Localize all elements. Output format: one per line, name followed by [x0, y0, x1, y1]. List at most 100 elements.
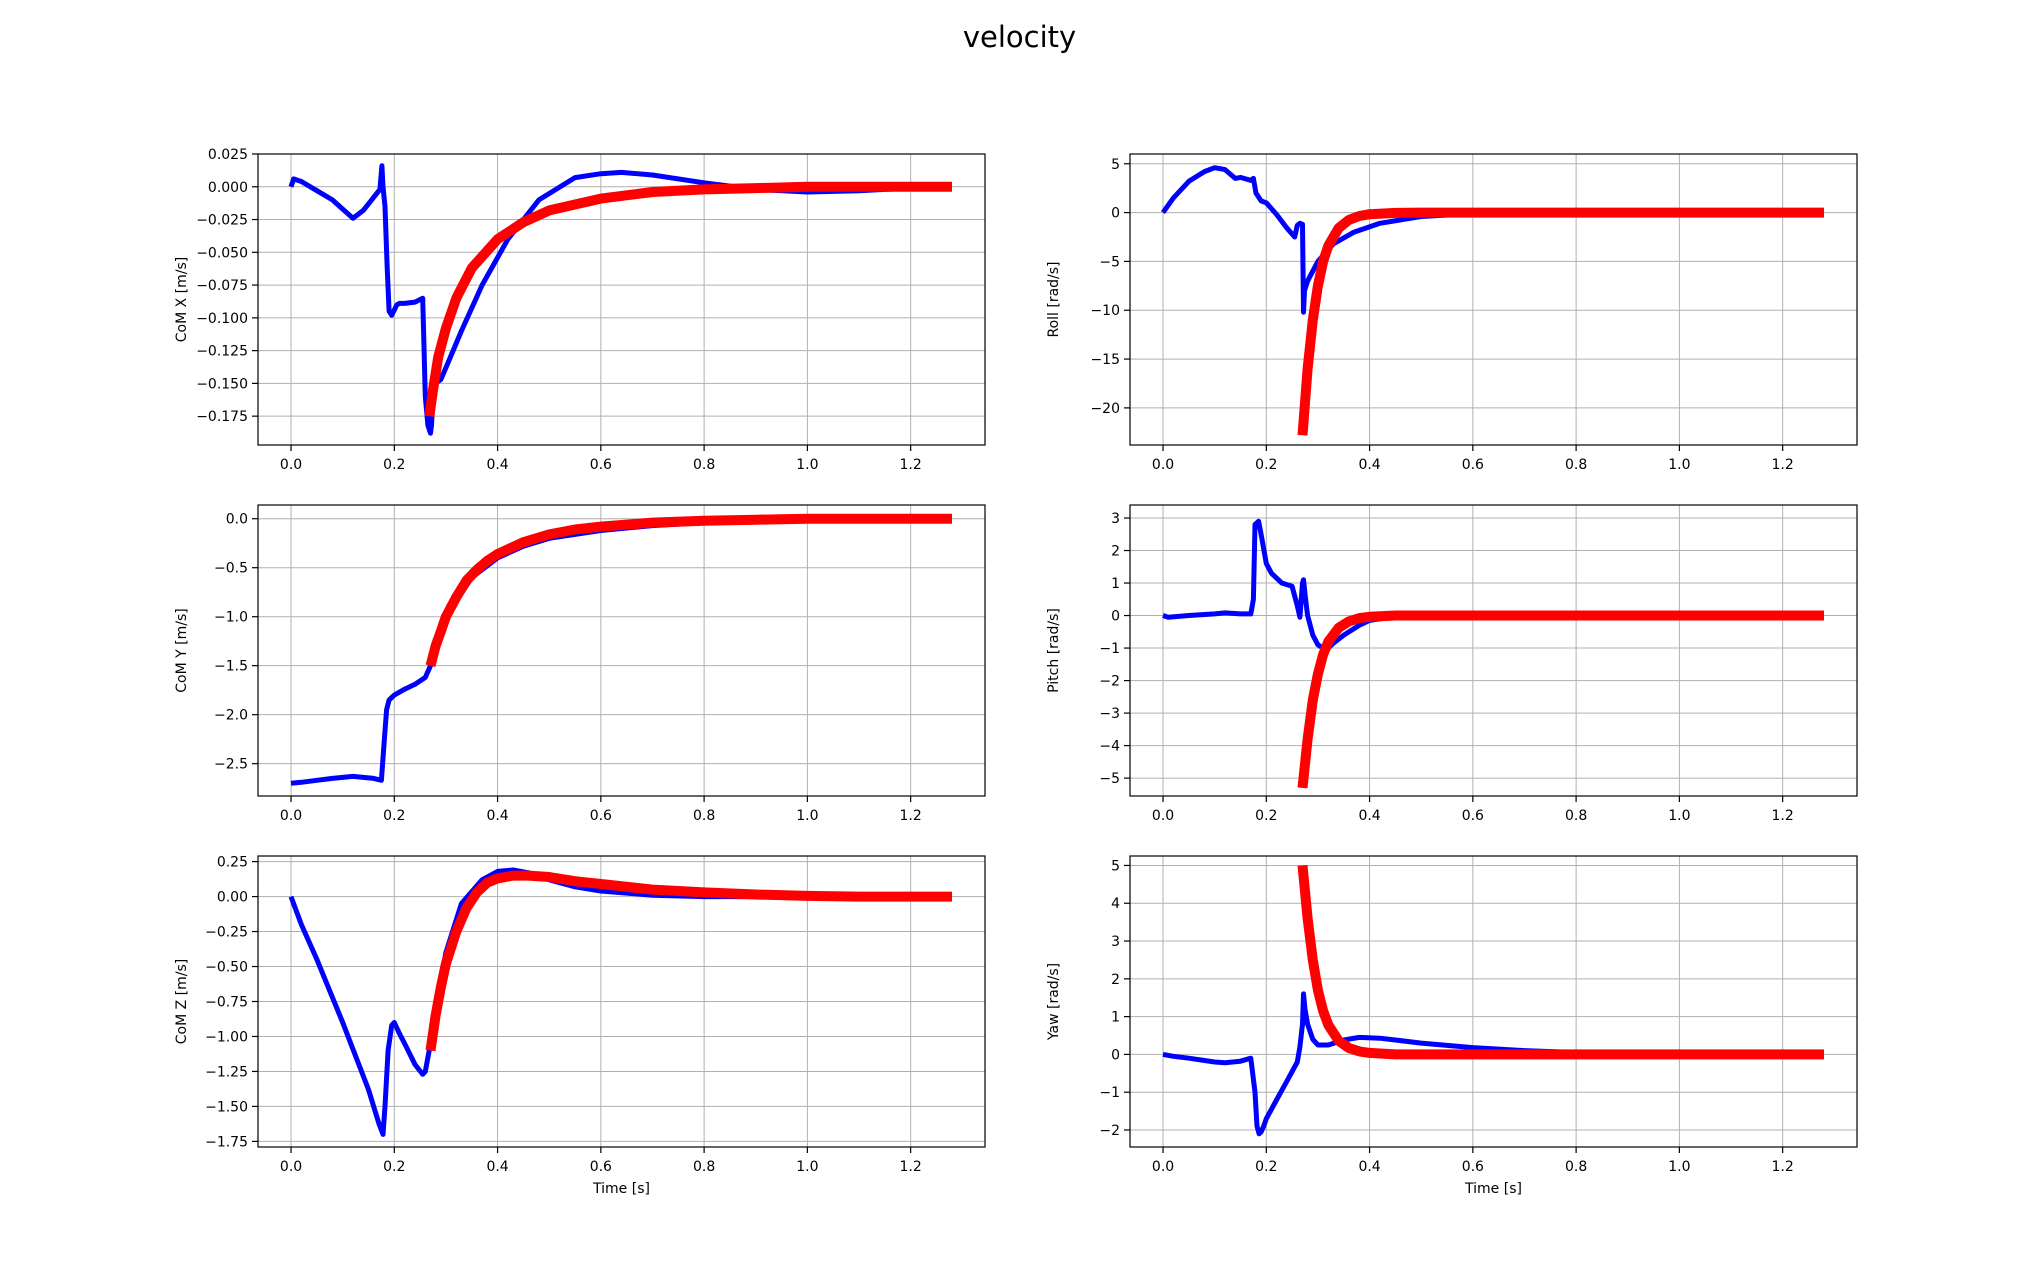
y-tick-label: −0.5 — [214, 561, 248, 577]
y-tick-label: 3 — [1111, 511, 1120, 527]
y-axis-label: CoM Y [m/s] — [174, 608, 190, 692]
measured-series-line — [1160, 165, 1824, 315]
y-tick-label: 0 — [1111, 1047, 1120, 1063]
y-tick-label: −0.100 — [196, 311, 248, 327]
figure-title: velocity — [962, 20, 1077, 54]
x-tick-label: 0.2 — [1255, 1159, 1277, 1175]
y-tick-label: −10 — [1090, 303, 1120, 319]
y-tick-label: −2 — [1099, 674, 1120, 690]
measured-series-line — [1162, 991, 1825, 1137]
reference-series-line — [424, 181, 952, 417]
x-tick-label: 0.8 — [693, 457, 715, 473]
y-tick-label: 1 — [1111, 576, 1120, 592]
x-tick-label: 0.8 — [693, 808, 715, 824]
y-axis-label: Yaw [rad/s] — [1046, 963, 1062, 1041]
y-tick-label: −2 — [1099, 1123, 1120, 1139]
x-tick-label: 0.2 — [383, 808, 405, 824]
x-tick-label: 0.4 — [486, 1159, 508, 1175]
axes-frame — [257, 153, 986, 446]
y-tick-label: −1 — [1099, 641, 1120, 657]
subplot-com-z: 0.0 0.2 0.4 0.6 0.8 1.0 1.2 0.25 0.00 −0.25 −0.50 −… — [174, 855, 986, 1197]
x-axis-label: Time [s] — [1464, 1181, 1522, 1197]
y-tick-label: −0.75 — [205, 995, 248, 1011]
x-tick-label: 0.2 — [1255, 457, 1277, 473]
x-tick-label: 1.0 — [796, 457, 818, 473]
x-tick-label: 1.2 — [900, 808, 922, 824]
y-tick-label: 0.00 — [217, 890, 248, 906]
x-tick-label: 1.0 — [1668, 457, 1690, 473]
y-tick-label: −0.050 — [196, 245, 248, 261]
x-tick-label: 0.6 — [590, 1159, 612, 1175]
y-tick-label: −4 — [1099, 739, 1120, 755]
x-tick-label: 0.2 — [383, 457, 405, 473]
axes-frame — [257, 504, 986, 797]
reference-series-line — [425, 513, 952, 667]
x-tick-label: 0.4 — [486, 808, 508, 824]
x-tick-label: 0.2 — [1255, 808, 1277, 824]
subplot-roll: 0.0 0.2 0.4 0.6 0.8 1.0 1.2 5 0 −5 −10 −15 −20 Roll [… — [1046, 153, 1858, 473]
subplot-pitch: 0.0 0.2 0.4 0.6 0.8 1.0 1.2 3 2 1 0 −1 −2 −3 −4 −5 Pitch… — [1046, 504, 1858, 824]
measured-series-line — [288, 867, 952, 1137]
y-tick-label: −1.0 — [214, 610, 248, 626]
axes-frame — [257, 855, 986, 1148]
y-tick-label: −0.075 — [196, 278, 248, 294]
y-tick-label: 5 — [1111, 858, 1120, 874]
x-tick-label: 0.2 — [383, 1159, 405, 1175]
y-tick-label: −1.00 — [205, 1029, 248, 1045]
x-tick-label: 1.0 — [796, 808, 818, 824]
x-tick-label: 0.8 — [693, 1159, 715, 1175]
x-tick-label: 1.0 — [1668, 1159, 1690, 1175]
subplot-com-x: 0.0 0.2 0.4 0.6 0.8 1.0 1.2 0.025 0.000 −0.025 −0.… — [174, 147, 986, 473]
x-tick-label: 0.0 — [280, 1159, 302, 1175]
x-tick-label: 0.8 — [1565, 808, 1587, 824]
reference-series-line — [1297, 207, 1824, 436]
y-axis-label: Pitch [rad/s] — [1046, 608, 1062, 693]
x-axis-label: Time [s] — [592, 1181, 650, 1197]
x-tick-label: 0.4 — [1358, 1159, 1380, 1175]
y-tick-label: −20 — [1090, 401, 1120, 417]
y-tick-label: 1 — [1111, 1010, 1120, 1026]
y-tick-label: −0.125 — [196, 344, 248, 360]
y-tick-label: 0.025 — [208, 147, 248, 163]
axes-frame — [1129, 855, 1858, 1148]
x-tick-label: 0.6 — [1462, 1159, 1484, 1175]
x-tick-label: 0.0 — [280, 808, 302, 824]
x-tick-label: 1.0 — [1668, 808, 1690, 824]
x-tick-label: 0.8 — [1565, 1159, 1587, 1175]
y-tick-label: −0.025 — [196, 213, 248, 229]
reference-series-line — [1297, 610, 1824, 789]
y-tick-label: 2 — [1111, 972, 1120, 988]
y-tick-label: 0.25 — [217, 855, 248, 871]
y-axis-label: CoM X [m/s] — [174, 257, 190, 342]
y-tick-label: −1.50 — [205, 1099, 248, 1115]
y-axis-label: CoM Z [m/s] — [174, 959, 190, 1044]
x-tick-label: 0.4 — [1358, 808, 1380, 824]
x-tick-label: 1.2 — [1772, 457, 1794, 473]
y-tick-label: −5 — [1099, 771, 1120, 787]
y-axis-label: Roll [rad/s] — [1046, 261, 1062, 337]
y-tick-label: −1 — [1099, 1085, 1120, 1101]
y-tick-label: −0.150 — [196, 376, 248, 392]
y-tick-label: −1.75 — [205, 1134, 248, 1150]
measured-series-line — [290, 516, 952, 786]
measured-series-line — [1162, 518, 1824, 651]
y-tick-label: 0 — [1111, 206, 1120, 222]
subplot-yaw: 0.0 0.2 0.4 0.6 0.8 1.0 1.2 5 4 3 2 1 0 −1 −2 Yaw [rad/… — [1046, 855, 1858, 1197]
y-tick-label: −5 — [1099, 254, 1120, 270]
y-tick-label: −1.5 — [214, 659, 248, 675]
y-tick-label: −0.175 — [196, 409, 248, 425]
reference-series-line — [425, 870, 952, 1052]
x-tick-label: 0.0 — [1152, 457, 1174, 473]
axes-frame — [1129, 504, 1858, 797]
y-tick-label: 4 — [1111, 896, 1120, 912]
x-tick-label: 0.4 — [1358, 457, 1380, 473]
x-tick-label: 0.0 — [1152, 1159, 1174, 1175]
y-tick-label: −2.0 — [214, 708, 248, 724]
y-tick-label: −0.25 — [205, 925, 248, 941]
y-tick-label: 5 — [1111, 157, 1120, 173]
x-tick-label: 1.2 — [1772, 808, 1794, 824]
subplot-com-y: 0.0 0.2 0.4 0.6 0.8 1.0 1.2 0.0 −0.5 −1.0 −1.5 −2.0… — [174, 504, 986, 824]
y-tick-label: 2 — [1111, 544, 1120, 560]
y-tick-label: 0.000 — [208, 180, 248, 196]
